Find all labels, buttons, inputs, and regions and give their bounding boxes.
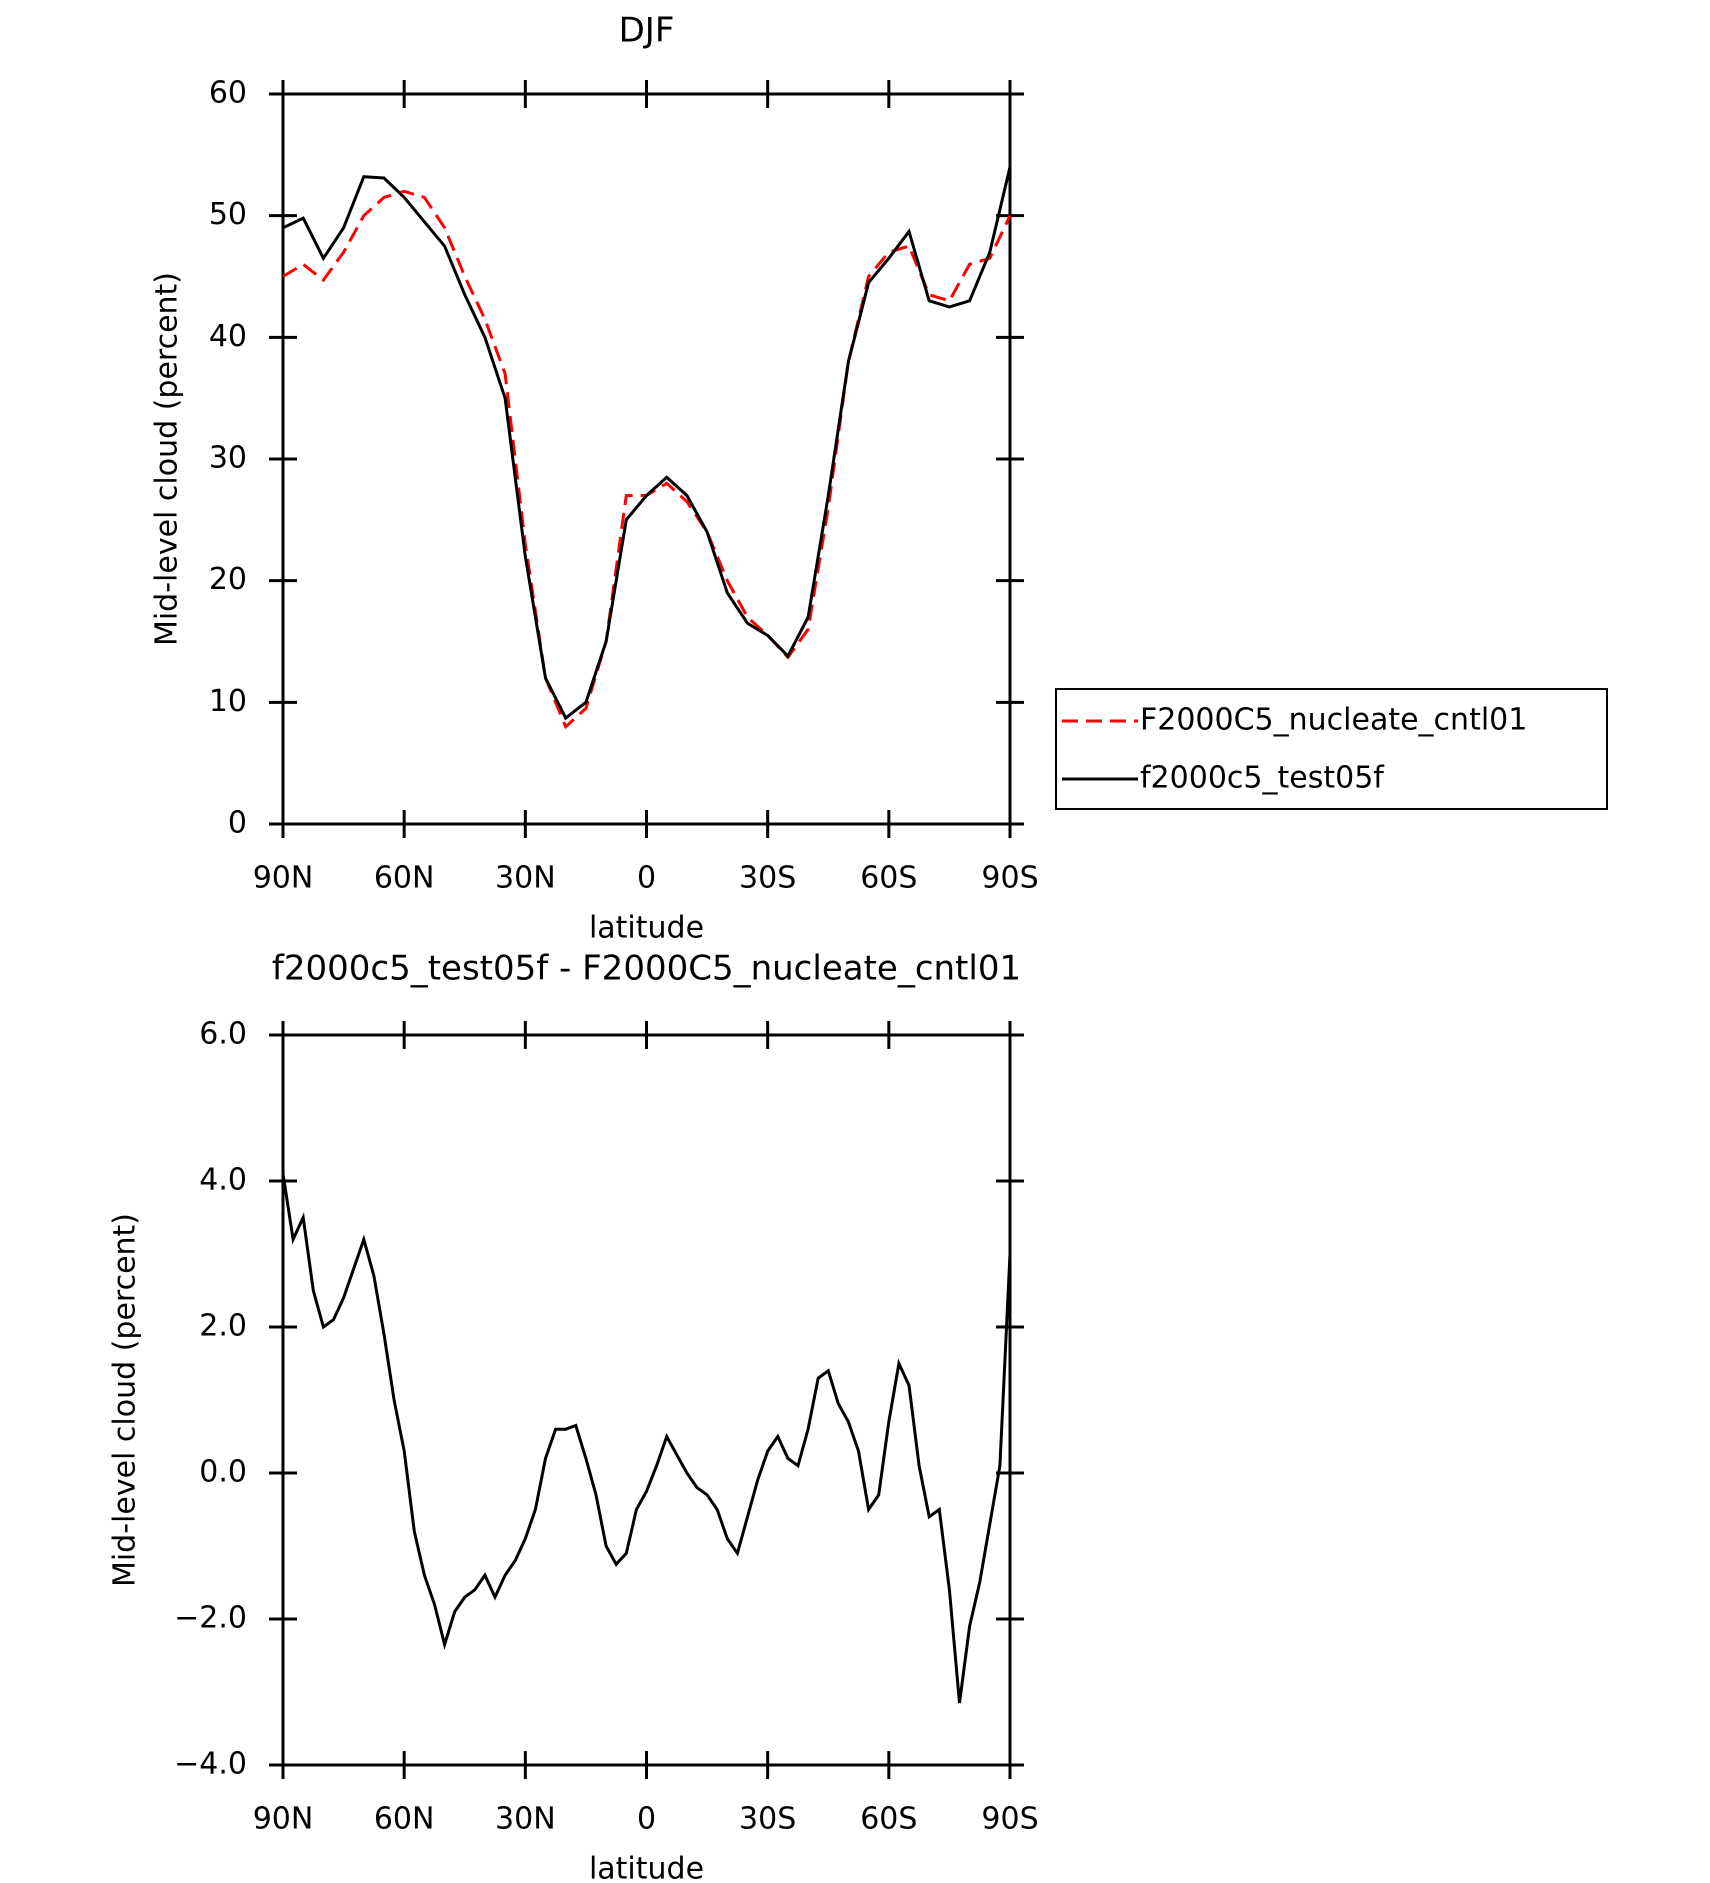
plot-frame — [281, 1033, 1012, 1767]
y-tick-label: −2.0 — [174, 1601, 247, 1636]
x-tick-label: 90N — [253, 861, 314, 896]
x-tick-label: 60S — [860, 861, 917, 896]
y-tick-label: 2.0 — [199, 1309, 247, 1344]
x-axis-label: latitude — [589, 911, 704, 946]
y-tick-label: 40 — [209, 319, 247, 354]
legend-label: F2000C5_nucleate_cntl01 — [1140, 703, 1527, 738]
y-tick-label: 6.0 — [199, 1017, 247, 1052]
plot-frame — [281, 92, 1012, 826]
legend-label: f2000c5_test05f — [1140, 761, 1385, 796]
data-line — [282, 166, 1012, 721]
x-tick-label: 30S — [739, 861, 796, 896]
x-tick-label: 90S — [981, 861, 1038, 896]
y-tick-label: 10 — [209, 684, 247, 719]
y-tick-label: 0 — [228, 806, 247, 841]
y-tick-label: 50 — [209, 197, 247, 232]
y-axis-label: Mid-level cloud (percent) — [150, 272, 185, 646]
x-tick-label: 30N — [495, 1802, 556, 1837]
x-tick-label: 30S — [739, 1802, 796, 1837]
legend-box — [1055, 688, 1608, 810]
x-tick-label: 60N — [374, 1802, 435, 1837]
data-line — [281, 1173, 1012, 1704]
chart-title: f2000c5_test05f - F2000C5_nucleate_cntl0… — [272, 949, 1021, 989]
y-tick-label: 4.0 — [199, 1163, 247, 1198]
y-tick-label: 30 — [209, 441, 247, 476]
x-tick-label: 0 — [637, 861, 656, 896]
x-tick-label: 0 — [637, 1802, 656, 1837]
y-tick-label: −4.0 — [174, 1747, 247, 1782]
x-axis-label: latitude — [589, 1852, 704, 1883]
y-axis-label: Mid-level cloud (percent) — [108, 1213, 143, 1587]
y-tick-label: 60 — [209, 76, 247, 111]
data-line — [282, 189, 1012, 730]
x-tick-label: 30N — [495, 861, 556, 896]
chart-title: DJF — [619, 11, 675, 51]
y-tick-label: 20 — [209, 562, 247, 597]
x-tick-label: 90S — [981, 1802, 1038, 1837]
y-tick-label: 0.0 — [199, 1455, 247, 1490]
x-tick-label: 90N — [253, 1802, 314, 1837]
x-tick-label: 60S — [860, 1802, 917, 1837]
x-tick-label: 60N — [374, 861, 435, 896]
